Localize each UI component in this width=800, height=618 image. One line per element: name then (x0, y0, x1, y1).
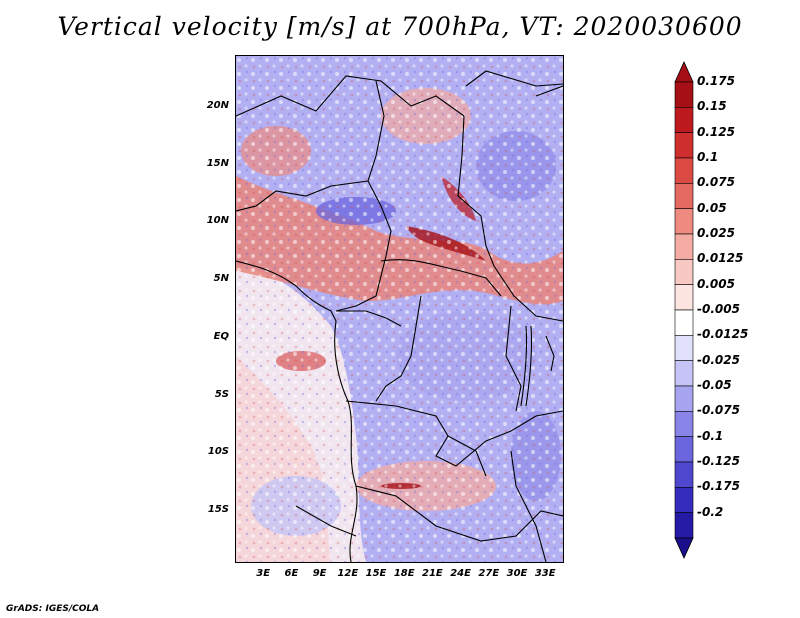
colorbar-swatch (674, 132, 694, 159)
colorbar-level-label: -0.125 (697, 454, 740, 468)
lon-tick-label: 3E (256, 568, 271, 579)
colorbar-level-label: 0.075 (697, 175, 735, 190)
colorbar-swatch (674, 411, 694, 437)
lon-tick-label: 33E (534, 568, 556, 579)
colorbar-swatch (674, 461, 694, 488)
colorbar-swatch (674, 208, 694, 235)
colorbar-level-label: -0.075 (697, 403, 740, 418)
colorbar-swatch (674, 183, 694, 209)
field-noise (236, 56, 563, 562)
colorbar (674, 61, 694, 559)
colorbar-swatch (674, 157, 694, 184)
lat-tick-label: 10S (207, 446, 229, 458)
colorbar-level-label: -0.005 (697, 302, 740, 316)
colorbar-lower-arrow (674, 537, 694, 559)
colorbar-level-label: -0.025 (697, 352, 740, 367)
plot-title: Vertical velocity [m/s] at 700hPa, VT: 2… (57, 12, 743, 41)
colorbar-swatch (674, 335, 694, 361)
velocity-field (236, 56, 563, 562)
lon-tick-label: 6E (284, 568, 299, 579)
colorbar-swatch (674, 487, 694, 513)
lat-tick-label: EQ (213, 330, 229, 342)
lat-tick-label: 5S (214, 388, 229, 400)
lon-tick-label: 12E (337, 568, 359, 579)
colorbar-level-label: 0.005 (697, 276, 735, 291)
lat-tick-label: 15N (206, 157, 229, 169)
colorbar-swatch (674, 360, 694, 387)
lat-tick-label: 10N (206, 215, 229, 227)
colorbar-level-label: -0.05 (697, 378, 732, 392)
lat-tick-label: 5N (213, 273, 229, 285)
colorbar-level-label: 0.125 (697, 124, 735, 139)
lon-tick-label: 15E (365, 568, 387, 579)
colorbar-swatch (674, 107, 694, 133)
colorbar-swatch (674, 233, 694, 260)
colorbar-level-label: 0.0125 (697, 251, 744, 266)
grads-credit: GrADS: IGES/COLA (6, 604, 100, 614)
colorbar-level-label: -0.0125 (697, 327, 749, 342)
lon-tick-label: 27E (478, 568, 500, 579)
colorbar-level-label: 0.175 (697, 74, 735, 88)
colorbar-swatch (674, 512, 694, 539)
colorbar-level-label: 0.15 (697, 99, 727, 114)
country-borders (236, 70, 563, 562)
map-panel (235, 55, 564, 563)
colorbar-swatch (674, 259, 694, 285)
colorbar-swatch (674, 284, 694, 311)
lat-tick-label: 20N (206, 99, 229, 111)
colorbar-swatch (674, 81, 694, 108)
colorbar-swatch (674, 385, 694, 412)
colorbar-level-label: 0.025 (697, 226, 735, 240)
lon-tick-label: 9E (312, 568, 327, 579)
lon-tick-label: 24E (450, 568, 471, 579)
colorbar-level-label: -0.175 (697, 479, 740, 494)
colorbar-level-label: -0.1 (697, 428, 724, 443)
colorbar-upper-arrow (674, 61, 694, 83)
colorbar-level-label: -0.2 (697, 504, 724, 519)
lon-tick-label: 18E (393, 568, 415, 579)
colorbar-level-label: 0.1 (697, 150, 719, 164)
lon-tick-label: 21E (422, 568, 443, 579)
lon-tick-label: 30E (506, 568, 528, 579)
lat-tick-label: 15S (207, 504, 229, 516)
colorbar-swatch (674, 309, 694, 336)
colorbar-level-label: 0.05 (697, 200, 727, 215)
colorbar-swatch (674, 436, 694, 463)
